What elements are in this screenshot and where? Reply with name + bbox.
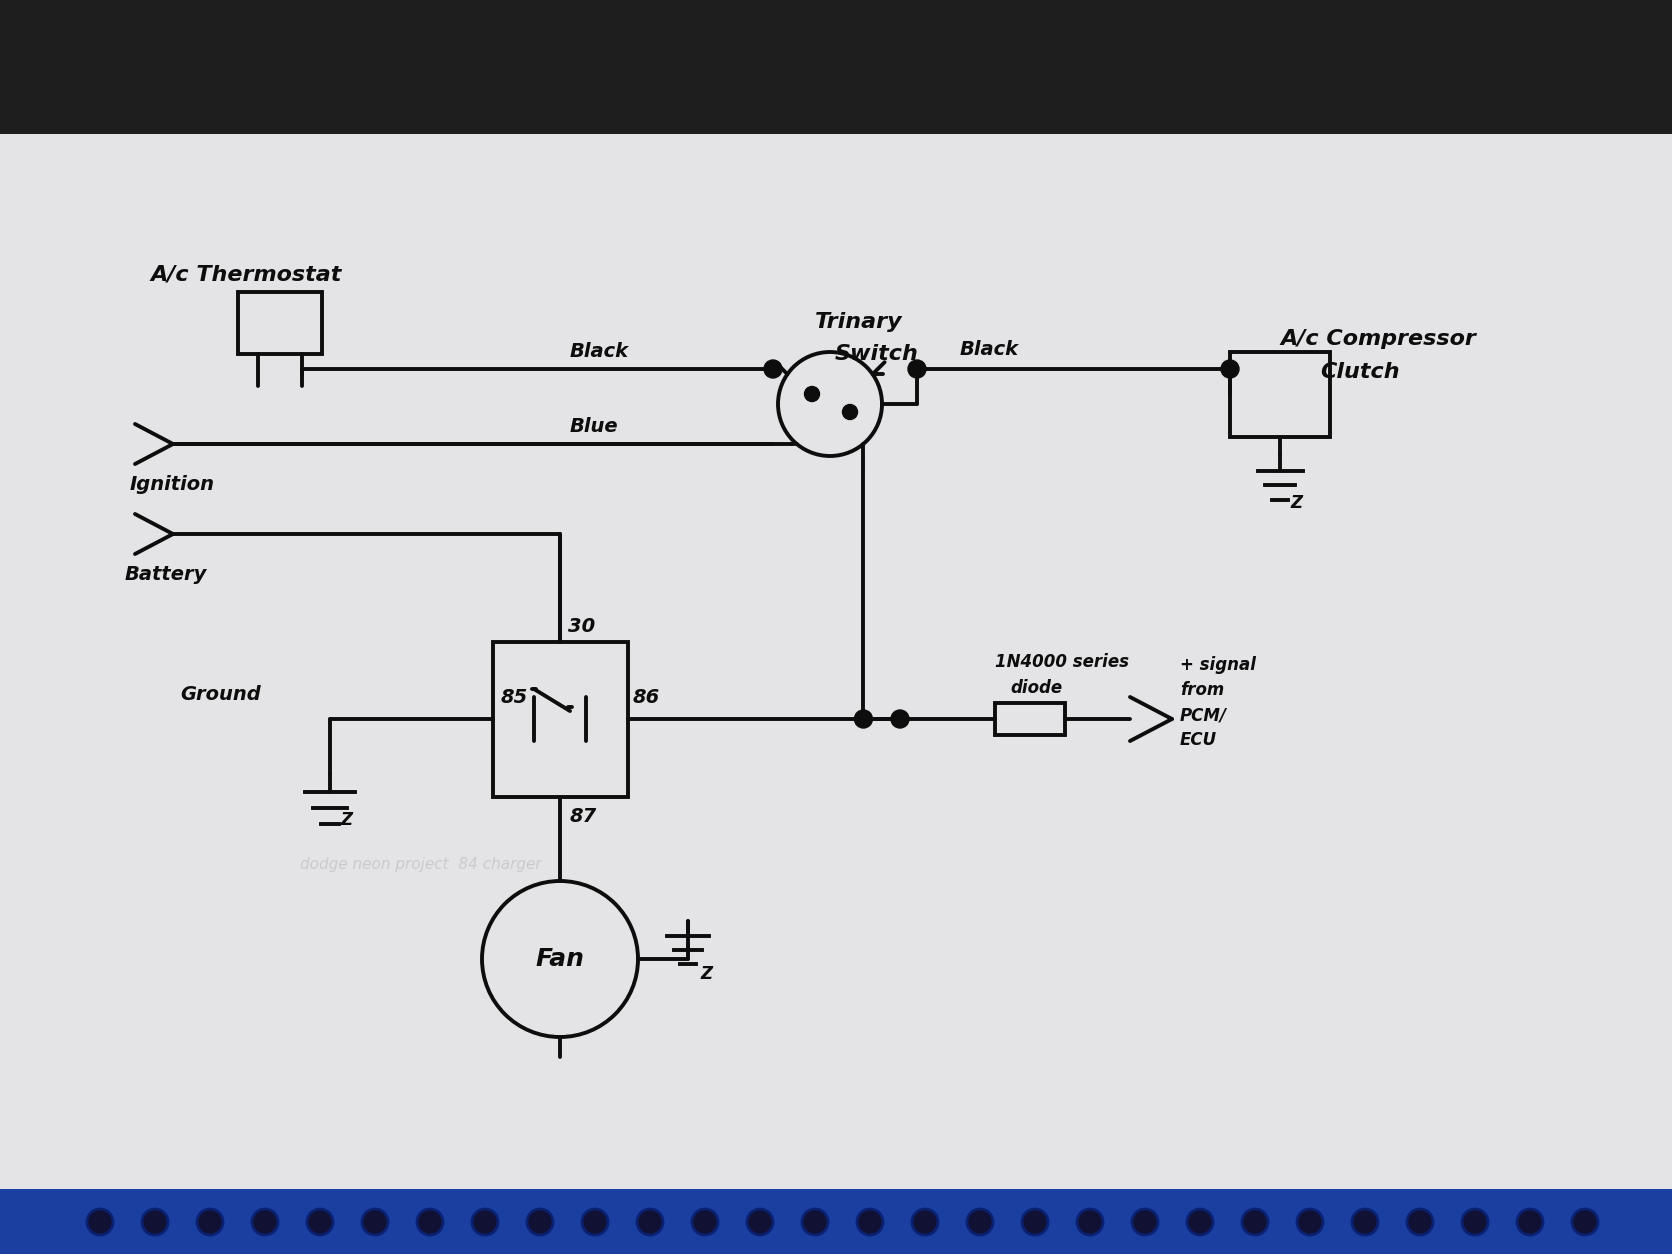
Circle shape [1187, 1209, 1212, 1235]
Circle shape [363, 1209, 388, 1235]
Bar [995, 703, 1065, 735]
Text: A/c Compressor: A/c Compressor [1281, 329, 1476, 349]
Bar [1231, 351, 1329, 436]
Text: Blue: Blue [570, 418, 619, 436]
Text: A/c Thermostat: A/c Thermostat [150, 265, 341, 283]
Text: Z: Z [701, 966, 712, 983]
Text: + signal: + signal [1180, 656, 1256, 673]
Circle shape [908, 360, 926, 377]
Circle shape [527, 1209, 553, 1235]
Text: Fan: Fan [535, 947, 585, 971]
Circle shape [966, 1209, 993, 1235]
Text: diode: diode [1010, 678, 1062, 697]
Circle shape [911, 1209, 938, 1235]
Text: from: from [1180, 681, 1224, 698]
Circle shape [308, 1209, 333, 1235]
Bar [237, 292, 323, 354]
Circle shape [1242, 1209, 1267, 1235]
Circle shape [1517, 1209, 1543, 1235]
Circle shape [804, 386, 819, 401]
Circle shape [472, 1209, 498, 1235]
Text: Clutch: Clutch [1319, 362, 1399, 382]
Text: Z: Z [339, 811, 353, 829]
Text: 86: 86 [632, 688, 660, 707]
Circle shape [87, 1209, 114, 1235]
Circle shape [747, 1209, 772, 1235]
Text: Ground: Ground [181, 685, 261, 703]
Circle shape [142, 1209, 167, 1235]
Text: Black: Black [570, 342, 629, 361]
Circle shape [197, 1209, 222, 1235]
Circle shape [637, 1209, 664, 1235]
Bar [493, 642, 627, 796]
Circle shape [1408, 1209, 1433, 1235]
Circle shape [1572, 1209, 1598, 1235]
Circle shape [854, 710, 873, 729]
Bar [0, 1189, 1672, 1254]
Text: 30: 30 [568, 617, 595, 637]
Text: 1N4000 series: 1N4000 series [995, 653, 1129, 671]
Circle shape [1297, 1209, 1323, 1235]
Text: Black: Black [960, 340, 1020, 359]
Text: Ignition: Ignition [130, 475, 216, 494]
Circle shape [891, 710, 910, 729]
Circle shape [803, 1209, 828, 1235]
Circle shape [252, 1209, 278, 1235]
Text: 87: 87 [570, 808, 597, 826]
Circle shape [416, 1209, 443, 1235]
Bar [0, 114, 1672, 1194]
Text: 85: 85 [500, 688, 528, 707]
Circle shape [764, 360, 782, 377]
Circle shape [1221, 360, 1239, 377]
Text: ECU: ECU [1180, 731, 1217, 749]
Circle shape [843, 405, 858, 420]
Circle shape [1461, 1209, 1488, 1235]
Text: Switch: Switch [834, 344, 920, 364]
Text: Z: Z [1291, 494, 1302, 512]
Circle shape [692, 1209, 717, 1235]
Text: dodge neon project  84 charger: dodge neon project 84 charger [299, 856, 542, 872]
Text: Trinary: Trinary [814, 312, 903, 332]
Text: PCM/: PCM/ [1180, 706, 1227, 724]
Circle shape [1077, 1209, 1104, 1235]
Circle shape [858, 1209, 883, 1235]
Circle shape [1022, 1209, 1048, 1235]
Circle shape [1353, 1209, 1378, 1235]
Bar [0, 0, 1672, 134]
Text: Battery: Battery [125, 566, 207, 584]
Circle shape [582, 1209, 609, 1235]
Circle shape [1132, 1209, 1159, 1235]
